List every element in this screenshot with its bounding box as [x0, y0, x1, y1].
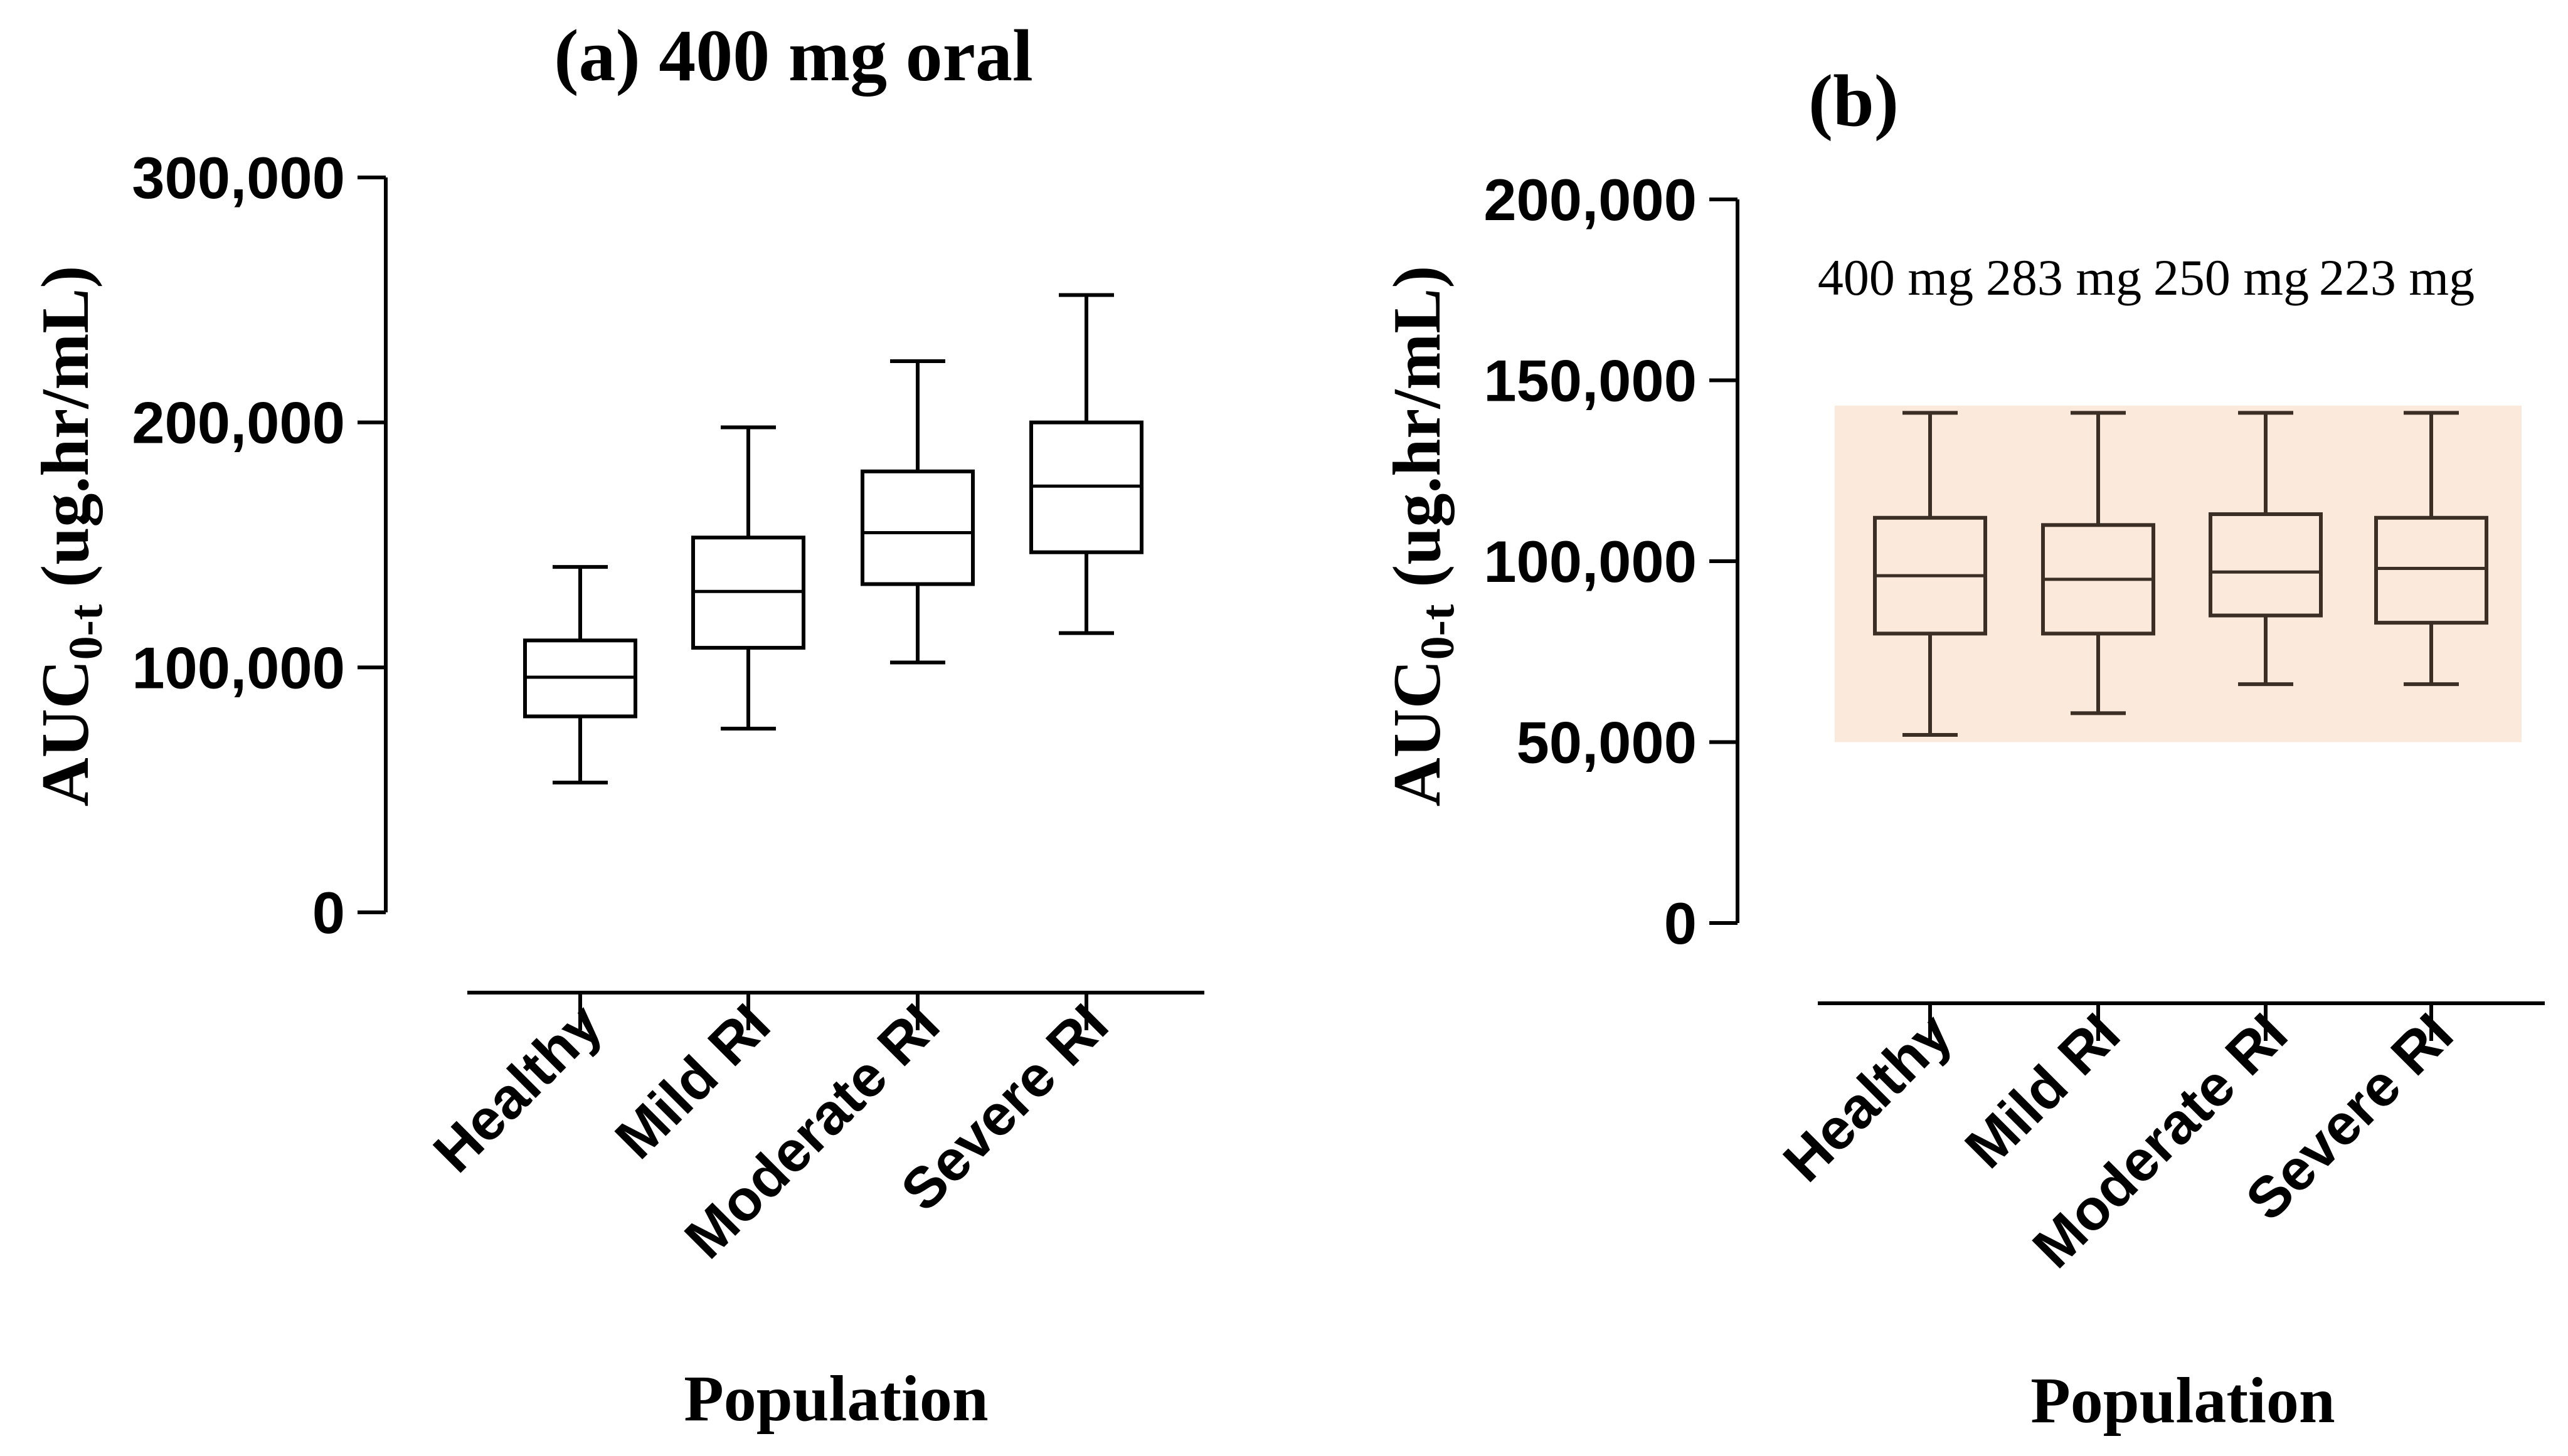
panel-a: (a) 400 mg oral AUC0-t (ug.hr/mL) Popula…	[28, 14, 1204, 1435]
panel-a-y-label-unit: (ug.hr/mL)	[28, 266, 103, 604]
panel-b-y-label-subscript: 0-t	[1411, 604, 1464, 660]
b-x-tick-label: Healthy	[1771, 1001, 1964, 1194]
panel-b: (b) AUC0-t (ug.hr/mL) Population 0 50,000…	[1380, 60, 2545, 1437]
panel-b-y-axis-label: AUC0-t (ug.hr/mL)	[1380, 266, 1464, 807]
a-y-tick-label: 200,000	[132, 390, 345, 456]
b-dose-label: 223 mg	[2319, 249, 2475, 306]
a-y-tick-label: 0	[312, 880, 345, 946]
panel-a-y-label-main: AUC	[28, 660, 103, 806]
panel-b-title: (b)	[1808, 60, 1899, 142]
b-y-tick-label: 50,000	[1516, 710, 1697, 776]
b-dose-label: 283 mg	[1986, 249, 2141, 306]
b-shaded-range	[1835, 405, 2522, 742]
b-y-tick-label: 200,000	[1483, 167, 1697, 233]
b-y-tick-label: 150,000	[1483, 348, 1697, 414]
b-y-tick-label: 100,000	[1483, 529, 1697, 594]
b-dose-label: 250 mg	[2153, 249, 2309, 306]
panel-b-y-label-unit: (ug.hr/mL)	[1380, 266, 1455, 604]
panel-a-x-axis-label: Population	[684, 1363, 988, 1435]
panel-a-y-label-subscript: 0-t	[60, 604, 112, 660]
b-y-tick-label: 0	[1664, 890, 1697, 956]
b-dose-label: 400 mg	[1818, 249, 1973, 306]
a-box-iqr	[861, 469, 975, 586]
b-box-iqr	[2374, 515, 2488, 625]
panel-b-y-label-main: AUC	[1380, 660, 1455, 806]
a-y-tick-label: 300,000	[132, 145, 345, 211]
a-x-tick-label: Healthy	[422, 992, 614, 1184]
a-y-tick-label: 100,000	[132, 635, 345, 700]
panel-a-y-axis-label: AUC0-t (ug.hr/mL)	[28, 266, 112, 807]
b-box-iqr	[2209, 512, 2323, 618]
panel-b-x-axis-label: Population	[2030, 1364, 2335, 1437]
panel-a-title: (a) 400 mg oral	[554, 14, 1033, 97]
